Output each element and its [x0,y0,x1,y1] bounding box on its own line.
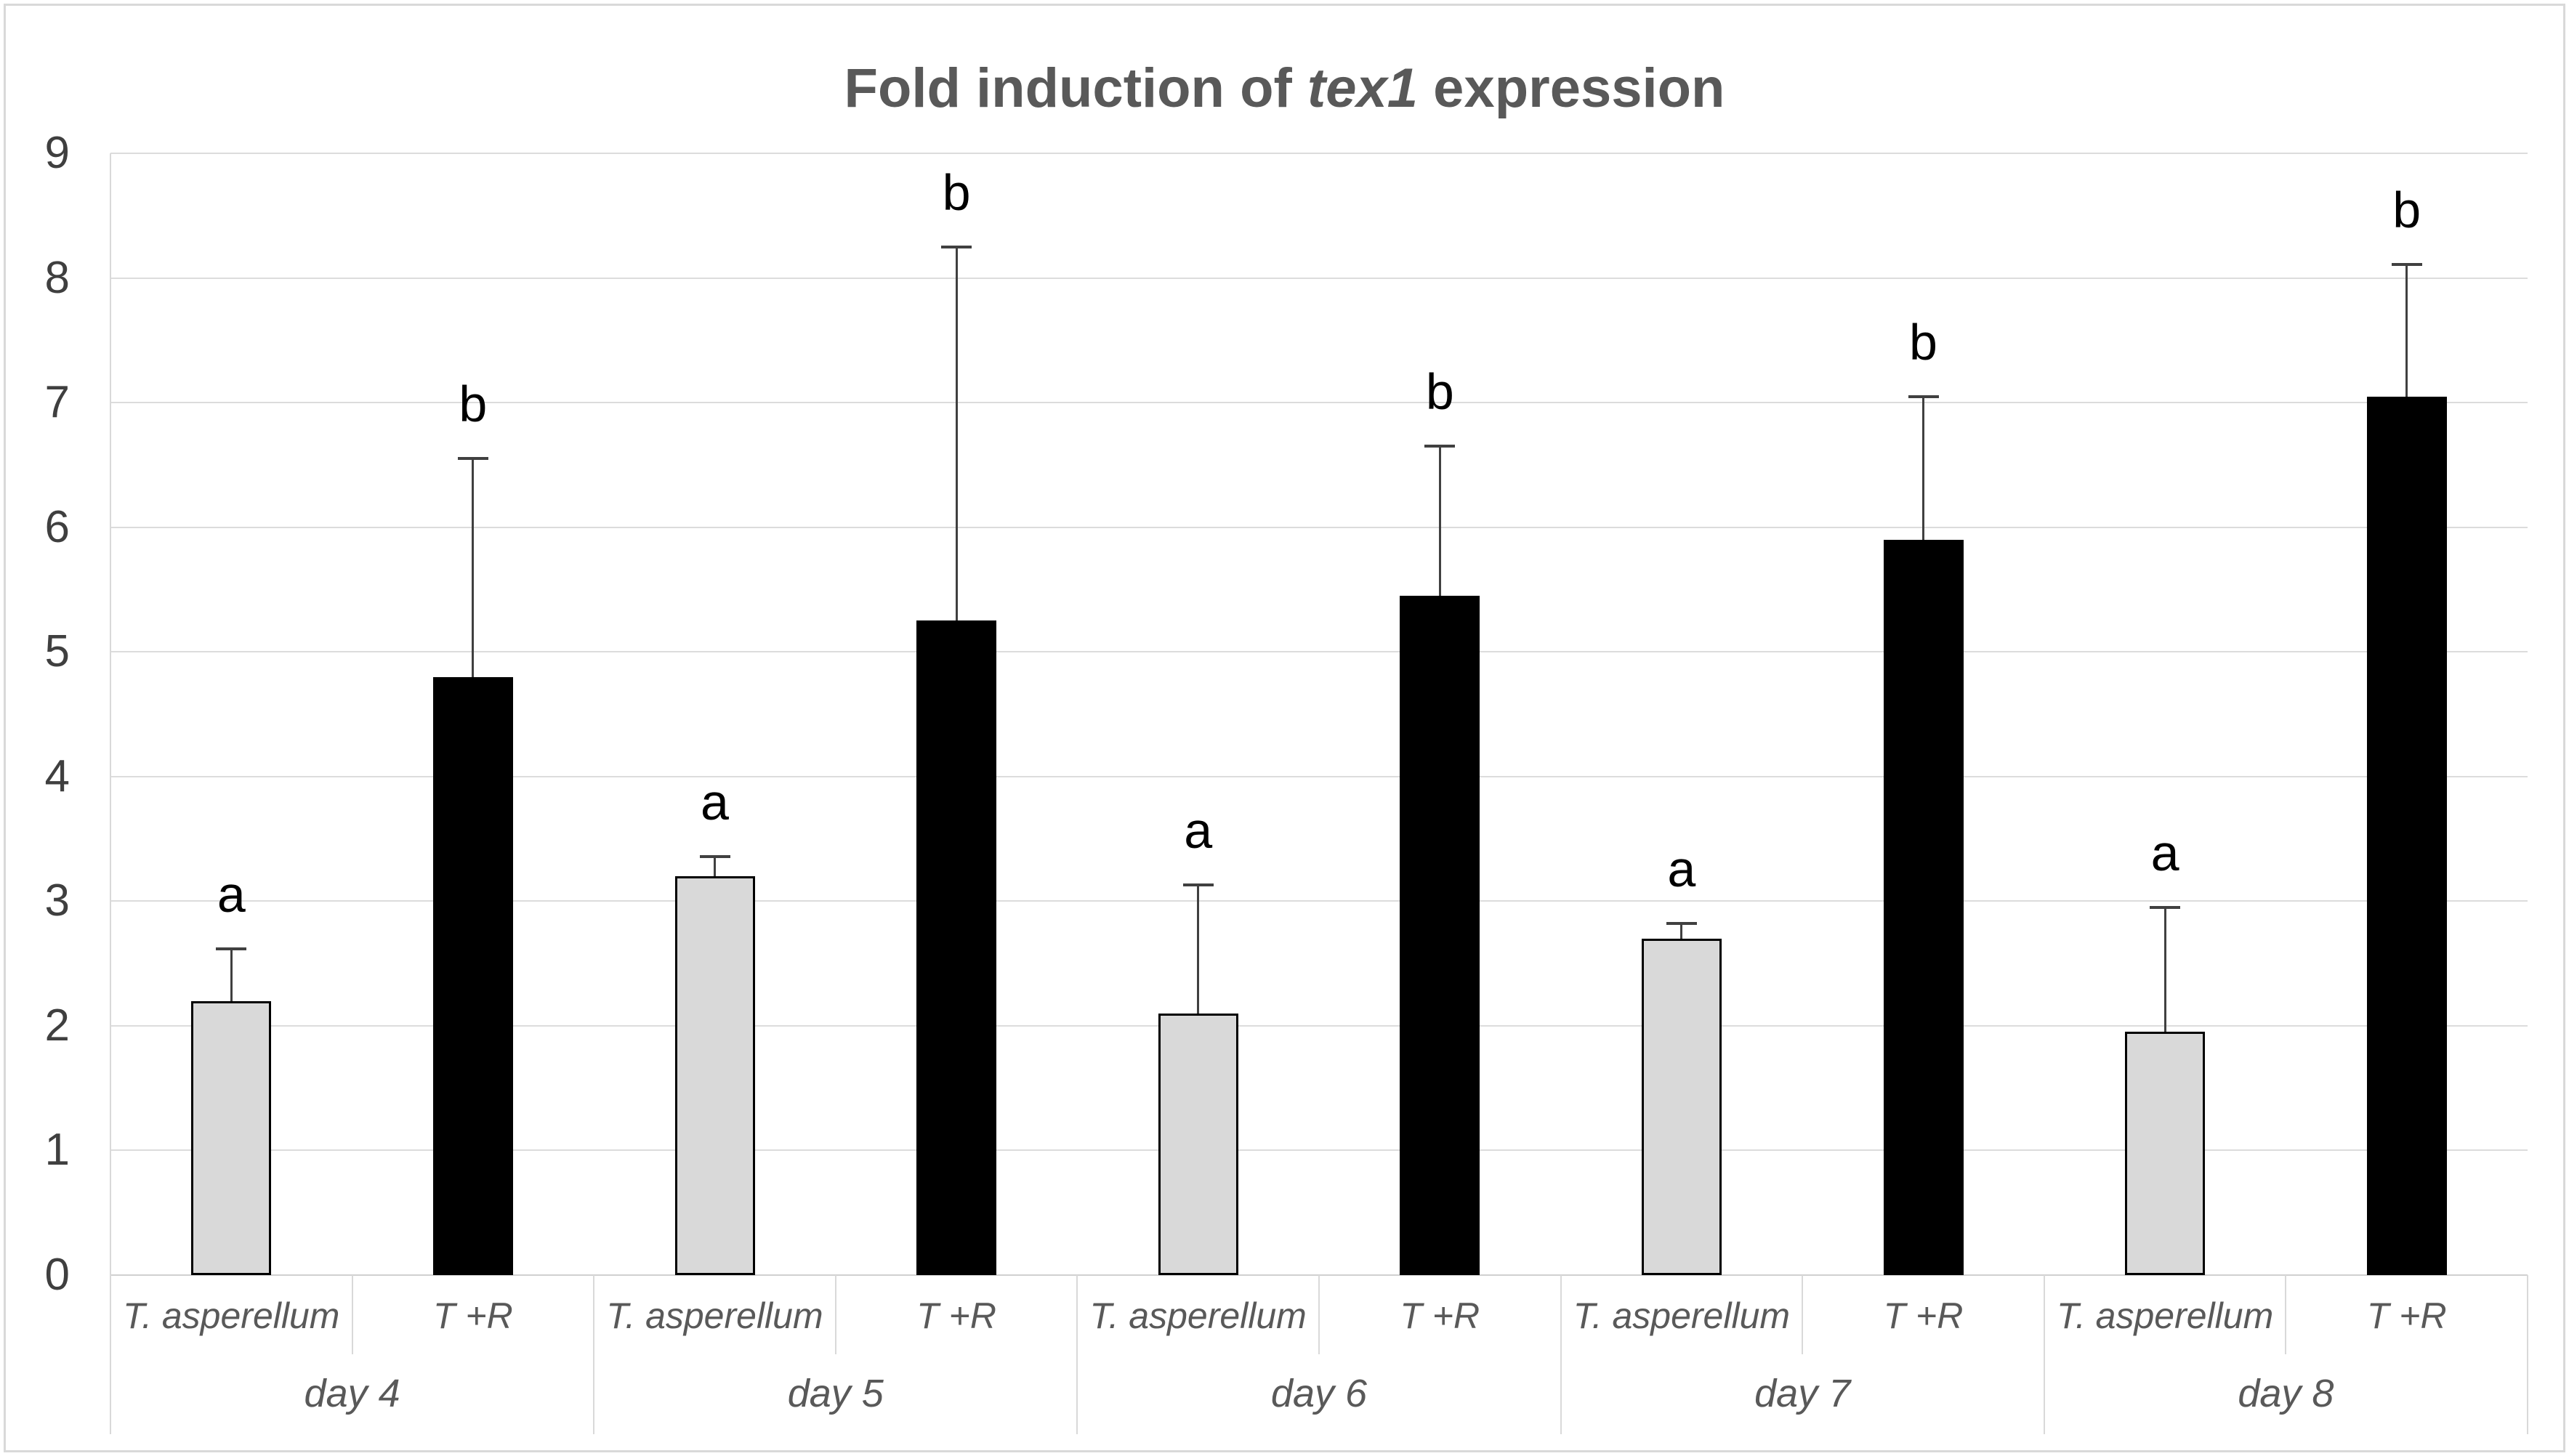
error-bar-stem [1680,923,1683,939]
day-label: day 8 [2238,1372,2334,1415]
bar-t-plus-r [432,676,513,1275]
chart-title-gene: tex1 [1307,57,1419,119]
category-label: T. asperellum [1089,1295,1307,1336]
significance-letter: a [701,773,729,830]
day-group-separator [593,1275,595,1434]
y-tick-label: 4 [44,751,70,801]
gridline [110,277,2528,279]
error-bar-stem [230,948,233,1001]
error-bar-cap [699,854,730,858]
gridline [110,402,2528,404]
error-bar-cap [1424,445,1456,448]
y-tick-label: 8 [44,252,70,303]
category-label: T +R [433,1295,513,1336]
bar-t-asperellum [674,876,755,1275]
error-bar-cap [1908,395,1939,398]
significance-letter: a [1667,841,1696,898]
day-label: day 5 [787,1372,884,1415]
error-bar-cap [941,245,972,248]
chart-title: Fold induction of tex1 expression [73,57,2496,120]
error-bar-cap [1666,922,1697,926]
error-bar-stem [1438,446,1441,596]
category-label: T +R [1883,1295,1964,1336]
day-group-separator [1560,1275,1562,1434]
significance-letter: b [459,376,488,433]
category-separator-tick [351,1275,353,1354]
bar-t-asperellum [1158,1013,1238,1275]
significance-letter: b [942,163,971,221]
error-bar-cap [2150,905,2181,909]
day-group-separator [2527,1275,2528,1434]
bar-t-asperellum [191,1000,272,1275]
chart-title-suffix: expression [1418,57,1725,119]
error-bar-stem [2405,264,2408,397]
error-bar-stem [1197,885,1200,1014]
y-tick-label: 3 [44,875,70,926]
significance-letter: a [2150,824,2179,881]
y-tick-label: 2 [44,1000,70,1051]
category-label: T +R [2366,1295,2447,1336]
error-bar-stem [472,458,475,677]
gridline [110,526,2528,528]
error-bar-stem [714,856,716,876]
bar-t-plus-r [916,620,997,1275]
day-group-separator [1076,1275,1078,1434]
gridline [110,775,2528,777]
bar-t-asperellum [2125,1032,2206,1275]
significance-letter: b [1425,363,1454,421]
y-tick-label: 6 [44,501,70,552]
gridline [110,900,2528,902]
y-tick-label: 7 [44,377,70,428]
error-bar-stem [2163,907,2166,1032]
significance-letter: a [217,865,246,923]
chart-title-prefix: Fold induction of [844,57,1307,119]
category-label: T. asperellum [1573,1295,1791,1336]
day-label: day 6 [1270,1372,1368,1415]
bar-t-plus-r [1883,539,1964,1275]
y-tick-label: 1 [44,1125,70,1176]
error-bar-cap [2391,262,2422,266]
y-tick-label: 5 [44,626,70,677]
gridline [110,1149,2528,1152]
day-group-separator [110,153,111,1434]
category-label: T. asperellum [2056,1295,2274,1336]
y-tick-label: 0 [44,1250,70,1300]
category-separator-tick [2285,1275,2287,1354]
error-bar-cap [216,947,247,950]
category-separator-tick [1318,1275,1320,1354]
category-separator-tick [1802,1275,1804,1354]
gridline [110,1024,2528,1027]
error-bar-cap [457,457,488,461]
day-group-separator [2043,1275,2045,1434]
significance-letter: b [2392,181,2421,238]
significance-letter: a [1184,802,1213,860]
category-label: T. asperellum [606,1295,823,1336]
category-separator-tick [834,1275,836,1354]
bar-t-plus-r [2366,396,2447,1275]
category-label: T +R [1400,1295,1480,1336]
significance-letter: b [1909,313,1937,371]
gridline [110,153,2528,154]
day-label: day 7 [1754,1372,1851,1415]
bar-t-asperellum [1641,938,1722,1275]
y-tick-label: 9 [44,128,70,178]
error-bar-cap [1182,883,1214,887]
gridline [110,651,2528,653]
category-label: T. asperellum [123,1295,340,1336]
day-label: day 4 [304,1372,400,1415]
category-label: T +R [916,1295,996,1336]
error-bar-stem [955,246,958,621]
bar-t-plus-r [1400,596,1480,1275]
error-bar-stem [1922,396,1924,540]
